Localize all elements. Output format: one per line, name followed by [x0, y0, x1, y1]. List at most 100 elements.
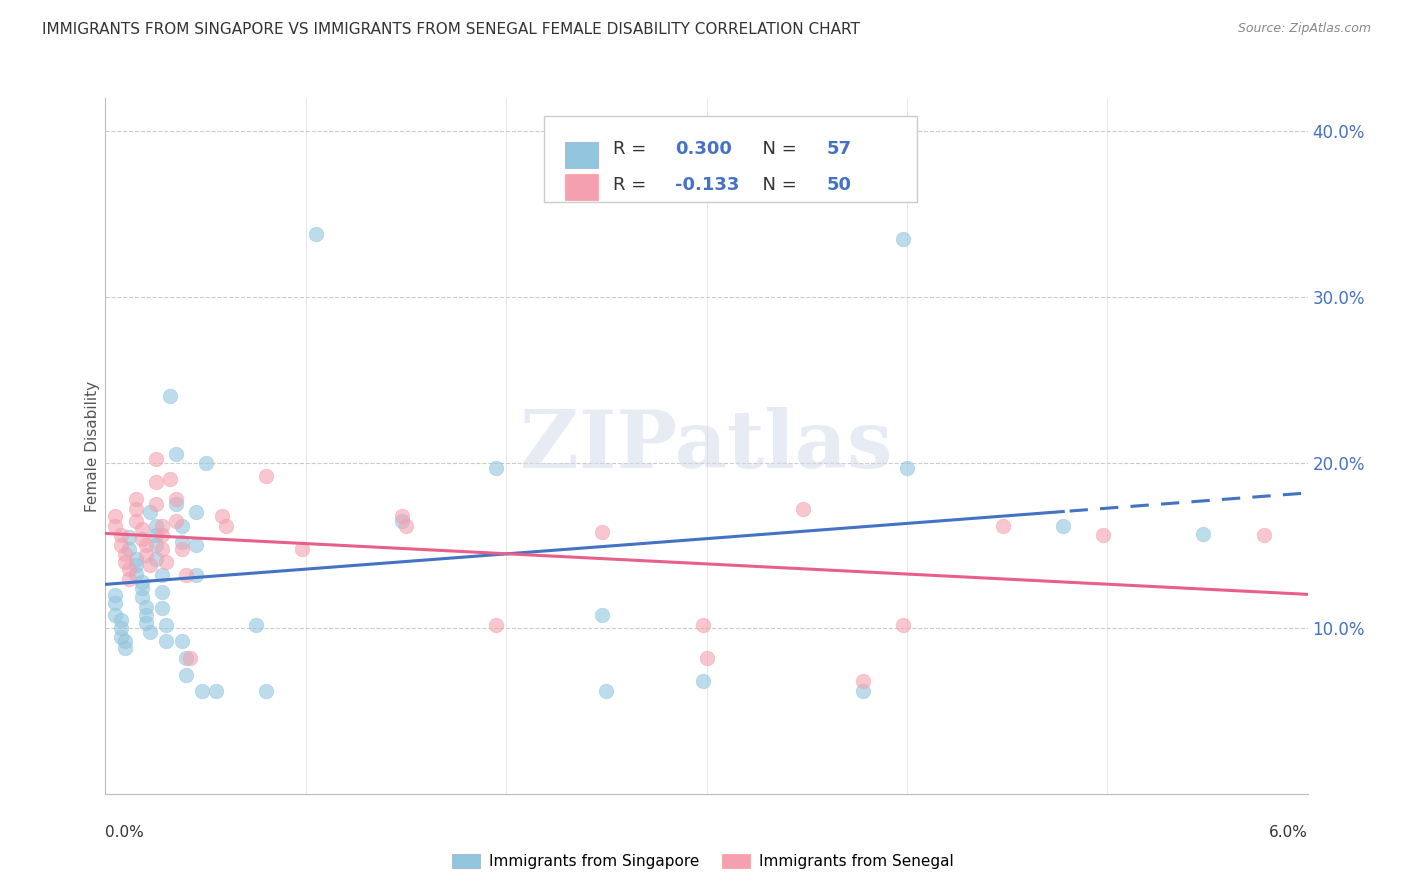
Point	[145, 497, 167, 511]
Y-axis label: Female Disability: Female Disability	[84, 380, 100, 512]
Text: 6.0%: 6.0%	[1268, 825, 1308, 840]
Point	[159, 472, 181, 486]
Point	[194, 456, 217, 470]
Point	[1253, 528, 1275, 542]
Text: N =: N =	[751, 140, 803, 159]
Bar	[565, 174, 599, 200]
Point	[145, 528, 167, 542]
Point	[138, 505, 160, 519]
Point	[118, 530, 141, 544]
Point	[145, 452, 167, 467]
Point	[104, 596, 127, 610]
Point	[124, 551, 146, 566]
Point	[170, 535, 193, 549]
Text: R =: R =	[613, 140, 652, 159]
Point	[1192, 526, 1215, 541]
Text: 0.300: 0.300	[675, 140, 733, 159]
Point	[135, 538, 157, 552]
Point	[131, 574, 153, 589]
Point	[692, 674, 714, 689]
Point	[131, 590, 153, 604]
Point	[138, 624, 160, 639]
Point	[395, 518, 418, 533]
Point	[150, 568, 173, 582]
Point	[1052, 518, 1074, 533]
Point	[104, 508, 127, 523]
Text: IMMIGRANTS FROM SINGAPORE VS IMMIGRANTS FROM SENEGAL FEMALE DISABILITY CORRELATI: IMMIGRANTS FROM SINGAPORE VS IMMIGRANTS …	[42, 22, 860, 37]
FancyBboxPatch shape	[544, 116, 917, 202]
Point	[991, 518, 1014, 533]
Point	[305, 227, 328, 241]
Point	[104, 607, 127, 622]
Point	[145, 538, 167, 552]
Point	[204, 684, 226, 698]
Point	[135, 616, 157, 631]
Point	[104, 518, 127, 533]
Point	[184, 505, 207, 519]
Point	[891, 618, 914, 632]
Point	[485, 618, 508, 632]
Point	[291, 541, 314, 556]
Point	[254, 468, 277, 483]
Point	[174, 568, 197, 582]
Point	[145, 475, 167, 490]
Point	[118, 572, 141, 586]
Point	[150, 518, 173, 533]
Point	[110, 621, 132, 635]
Point	[135, 607, 157, 622]
Point	[135, 549, 157, 563]
Point	[155, 555, 177, 569]
Point	[118, 541, 141, 556]
Point	[214, 518, 236, 533]
Point	[211, 508, 233, 523]
Text: 50: 50	[827, 176, 852, 194]
Point	[595, 684, 617, 698]
Point	[792, 502, 814, 516]
Text: R =: R =	[613, 176, 652, 194]
Point	[896, 460, 918, 475]
Point	[150, 584, 173, 599]
Point	[124, 558, 146, 573]
Point	[118, 561, 141, 575]
Bar	[565, 142, 599, 169]
Point	[124, 514, 146, 528]
Point	[170, 518, 193, 533]
Point	[591, 607, 613, 622]
Point	[150, 528, 173, 542]
Point	[184, 568, 207, 582]
Point	[165, 514, 187, 528]
Point	[145, 551, 167, 566]
Point	[124, 566, 146, 581]
Point	[170, 541, 193, 556]
Point	[114, 634, 136, 648]
Point	[110, 613, 132, 627]
Point	[114, 547, 136, 561]
Text: Source: ZipAtlas.com: Source: ZipAtlas.com	[1237, 22, 1371, 36]
Point	[165, 447, 187, 461]
Point	[110, 630, 132, 644]
Point	[179, 651, 201, 665]
Point	[852, 674, 875, 689]
Point	[391, 508, 413, 523]
Point	[174, 651, 197, 665]
Point	[131, 522, 153, 536]
Point	[190, 684, 212, 698]
Point	[485, 460, 508, 475]
Point	[165, 491, 187, 506]
Point	[692, 618, 714, 632]
Point	[591, 525, 613, 540]
Point	[155, 618, 177, 632]
Point	[150, 601, 173, 615]
Point	[131, 532, 153, 546]
Point	[391, 514, 413, 528]
Point	[852, 684, 875, 698]
Point	[174, 667, 197, 681]
Point	[114, 641, 136, 656]
Point	[110, 538, 132, 552]
Point	[155, 634, 177, 648]
Point	[145, 518, 167, 533]
Point	[150, 541, 173, 556]
Text: -0.133: -0.133	[675, 176, 740, 194]
Point	[170, 634, 193, 648]
Text: N =: N =	[751, 176, 803, 194]
